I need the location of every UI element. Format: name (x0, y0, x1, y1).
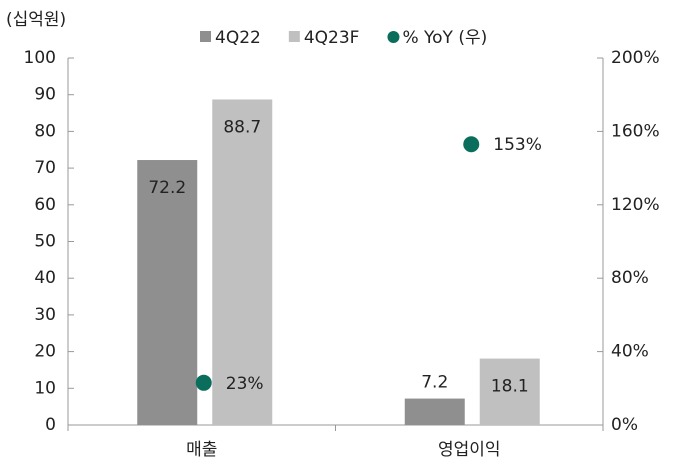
y2-tick-label: 40% (611, 342, 649, 362)
y2-tick-label: 80% (611, 268, 649, 288)
x-tick-label: 매출 (186, 440, 217, 460)
y-tick-label: 30 (34, 305, 56, 325)
value-label: 7.2 (421, 373, 448, 393)
y-axis-label: (십억원) (6, 10, 66, 30)
value-label: 18.1 (491, 377, 529, 397)
y2-tick-label: 0% (611, 415, 638, 435)
y-tick-label: 0 (45, 415, 56, 435)
bar (137, 160, 198, 425)
y-tick-label: 50 (34, 232, 56, 252)
legend-marker (387, 31, 400, 43)
bar (479, 358, 540, 425)
y2-tick-label: 120% (611, 195, 660, 215)
y-tick-label: 100 (24, 48, 56, 68)
y-tick-label: 20 (34, 342, 56, 362)
value-label: 153% (493, 135, 542, 155)
point (463, 136, 480, 153)
legend-marker (288, 31, 300, 42)
y-tick-label: 70 (34, 158, 56, 178)
y2-tick-label: 160% (611, 121, 660, 141)
y-tick-label: 60 (34, 195, 56, 215)
legend-label: 4Q23F (304, 28, 360, 48)
legend-label: 4Q22 (215, 28, 261, 48)
y-tick-label: 90 (34, 85, 56, 105)
value-label: 23% (226, 374, 264, 394)
bar (212, 99, 273, 425)
y-tick-label: 80 (34, 121, 56, 141)
y2-tick-label: 200% (611, 48, 660, 68)
value-label: 88.7 (223, 117, 261, 137)
bar (404, 398, 465, 425)
point (195, 374, 212, 391)
legend-label: % YoY (우) (402, 28, 487, 48)
y-tick-label: 10 (34, 378, 56, 398)
x-tick-label: 영업이익 (438, 440, 501, 460)
value-label: 72.2 (148, 178, 186, 198)
y-tick-label: 40 (34, 268, 56, 288)
legend-marker (200, 31, 211, 42)
